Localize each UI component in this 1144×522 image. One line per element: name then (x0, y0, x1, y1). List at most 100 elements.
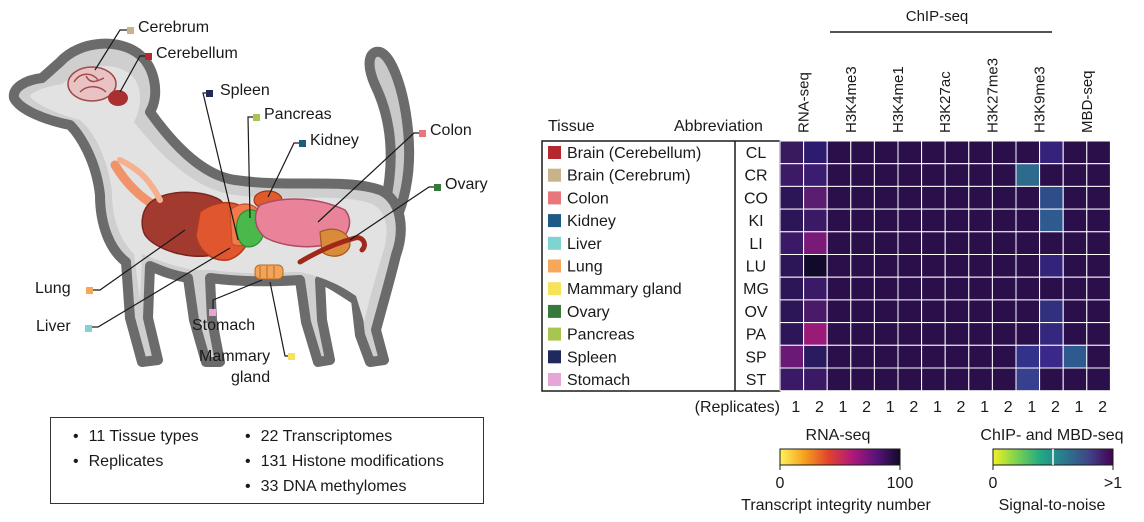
pancreas-swatch (253, 114, 260, 121)
assay-heatmap-panel: ChIP-seq RNA-seq H3K4me3 H3K4me1 H3K27ac H3K… (541, 8, 1124, 514)
heat-cell (991, 163, 1017, 187)
heat-cell (779, 299, 805, 324)
tissue-swatch (548, 146, 561, 159)
summary-dna-methylomes: 33 DNA methylomes (245, 478, 407, 496)
heat-cell (968, 254, 993, 278)
heat-cell (850, 140, 875, 165)
heat-cell (921, 276, 946, 301)
heat-cell (803, 140, 828, 165)
dog-anatomy-illustration (8, 29, 437, 367)
mammary-illustration (254, 264, 284, 280)
heat-cell (1015, 231, 1041, 256)
rna-legend-max: 100 (887, 475, 914, 492)
heat-cell (1062, 208, 1088, 233)
heat-cell (897, 231, 923, 256)
heat-cell (779, 367, 805, 392)
abbreviation-column-header: Abbreviation (674, 118, 763, 135)
heat-cell (1086, 140, 1111, 165)
esophagus-illustration (117, 157, 163, 203)
heat-cell (826, 231, 852, 256)
heat-cell (968, 367, 993, 392)
heat-cell (921, 299, 946, 324)
chip-legend-title: ChIP- and MBD-seq (980, 427, 1123, 444)
heat-cell (991, 208, 1017, 233)
tissue-abbreviation: SP (745, 349, 766, 366)
heat-cell (1062, 163, 1088, 187)
heat-cell (991, 254, 1017, 278)
heat-cell (850, 322, 875, 346)
heat-cell (1015, 299, 1041, 324)
lung-swatch (86, 287, 93, 294)
heat-cell (968, 231, 993, 256)
assay-header-h3k27ac: H3K27ac (937, 71, 954, 133)
heat-cell (803, 322, 828, 346)
heat-cell (991, 322, 1017, 346)
heat-cell (1039, 299, 1064, 324)
tissue-swatch (548, 168, 561, 182)
heat-cell (779, 254, 805, 278)
stomach-swatch (209, 309, 216, 316)
heat-cell (826, 185, 852, 210)
heat-cell (850, 299, 875, 324)
cerebrum-label: Cerebrum (138, 19, 210, 36)
heat-cell (968, 299, 993, 324)
heat-cell (944, 185, 970, 210)
heat-cell (803, 299, 828, 324)
heat-cell (850, 344, 875, 369)
tissue-swatch (548, 350, 561, 364)
heat-cell (968, 344, 993, 369)
heat-cell (850, 254, 875, 278)
dog-body-inner (30, 66, 387, 322)
tissue-name: Kidney (567, 213, 616, 230)
spleen-label: Spleen (220, 82, 270, 99)
replicate-number: 2 (1098, 399, 1107, 416)
heat-cell (1015, 367, 1041, 392)
rna-legend-min: 0 (776, 475, 785, 492)
heat-cell (779, 322, 805, 346)
heat-cell (1062, 367, 1088, 392)
chipseq-group-header: ChIP-seq (906, 8, 969, 25)
tissue-abbreviation: MG (743, 281, 769, 298)
heat-cell (873, 185, 899, 210)
heat-cell (921, 208, 946, 233)
tissue-swatch (548, 214, 561, 228)
heat-cell (921, 163, 946, 187)
pancreas-label: Pancreas (264, 106, 332, 123)
tissue-name: Brain (Cerebellum) (567, 145, 701, 162)
heat-cell (1015, 163, 1041, 187)
heat-cell (1086, 231, 1111, 256)
ovary-tract-illustration (297, 235, 367, 265)
heat-cell (921, 254, 946, 278)
heat-cell (1015, 276, 1041, 301)
heat-cell (1039, 254, 1064, 278)
assay-header-rna-seq: RNA-seq (796, 72, 813, 133)
heat-cell (1039, 208, 1064, 233)
heat-cell (897, 322, 923, 346)
tissue-abbreviation: OV (744, 304, 767, 321)
heat-cell (944, 208, 970, 233)
heat-cell (803, 367, 828, 392)
tissue-abbreviation: PA (746, 327, 766, 344)
heat-cell (1062, 276, 1088, 301)
stomach-label: Stomach (192, 317, 256, 334)
tissue-name: Spleen (567, 349, 617, 366)
heat-cell (826, 140, 852, 165)
heat-cell (779, 140, 805, 165)
cerebrum-swatch (127, 27, 134, 34)
heat-cell (873, 276, 899, 301)
tissue-swatch (548, 282, 561, 296)
assay-headers: RNA-seq H3K4me3 H3K4me1 H3K27ac H3K27me3 H3K9… (796, 58, 1096, 133)
dog-tail (364, 46, 415, 227)
tissue-swatch (548, 259, 561, 273)
heat-cell (779, 276, 805, 301)
heat-cell (779, 163, 805, 187)
heat-cell (921, 367, 946, 392)
replicate-number: 1 (839, 399, 848, 416)
chip-legend-caption: Signal-to-noise (999, 497, 1106, 514)
heat-cell (826, 276, 852, 301)
heat-cell (1039, 163, 1064, 187)
tissue-rows: Brain (Cerebellum) CL Brain (Cerebrum) CR Co… (548, 145, 769, 389)
kidney-swatch (299, 140, 306, 147)
heat-cell (1062, 322, 1088, 346)
heat-cell (779, 185, 805, 210)
